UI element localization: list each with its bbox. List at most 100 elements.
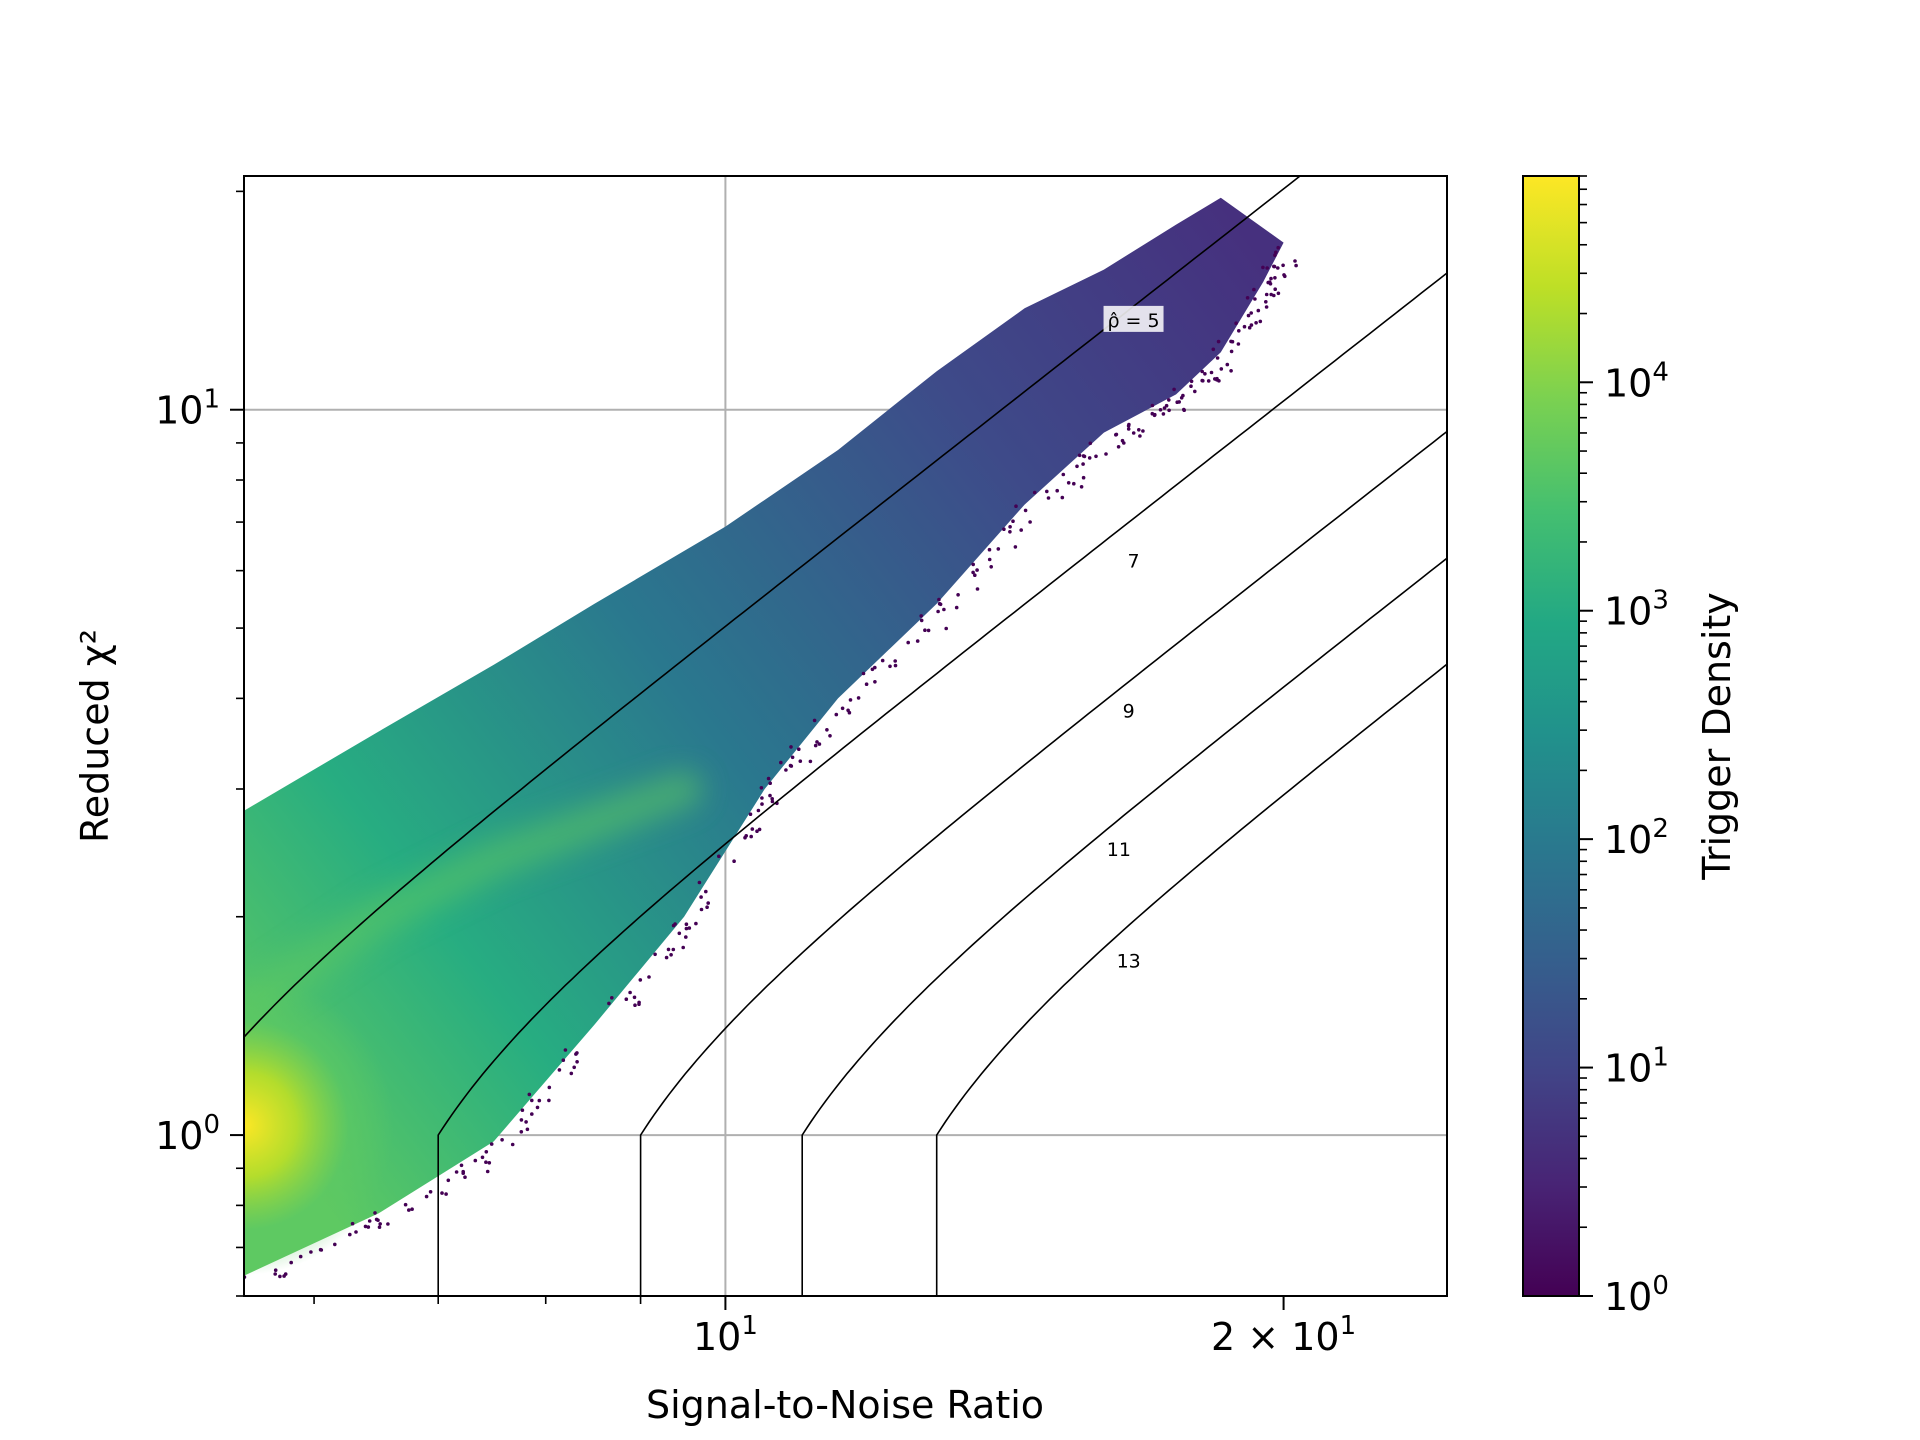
outlier-trigger-point	[530, 1112, 534, 1116]
outlier-trigger-point	[273, 1272, 278, 1276]
outlier-trigger-point	[888, 664, 892, 669]
outlier-trigger-point	[366, 1225, 371, 1229]
outlier-trigger-point	[1116, 445, 1121, 449]
outlier-trigger-point	[520, 1108, 525, 1112]
outlier-trigger-point	[309, 1250, 313, 1254]
trigger-density-hexbin	[244, 197, 1298, 1296]
outlier-trigger-point	[1274, 250, 1278, 255]
outlier-trigger-point	[1254, 321, 1258, 325]
outlier-trigger-point	[760, 796, 764, 800]
outlier-trigger-point	[697, 880, 702, 885]
colorbar-tick-label: 100	[1604, 1271, 1669, 1319]
outlier-trigger-point	[1265, 266, 1269, 270]
outlier-trigger-point	[1182, 407, 1186, 412]
y-tick-label: 100	[155, 1110, 220, 1158]
outlier-trigger-point	[463, 1175, 467, 1179]
outlier-trigger-point	[459, 1163, 464, 1168]
outlier-trigger-point	[354, 1230, 358, 1234]
outlier-trigger-point	[569, 1071, 574, 1076]
outlier-trigger-point	[484, 1160, 488, 1164]
outlier-trigger-point	[373, 1211, 377, 1215]
outlier-trigger-point	[1258, 319, 1263, 324]
y-axis-label: Reduced χ²	[73, 629, 117, 843]
outlier-trigger-point	[1189, 384, 1193, 389]
outlier-trigger-point	[1229, 369, 1233, 373]
outlier-trigger-point	[624, 997, 629, 1001]
contour-label-5: ρ̂ = 5	[1107, 310, 1159, 332]
outlier-trigger-point	[633, 1003, 637, 1007]
outlier-trigger-point	[756, 808, 761, 813]
outlier-trigger-point	[694, 921, 698, 926]
outlier-trigger-point	[673, 922, 677, 926]
outlier-trigger-point	[1272, 264, 1277, 269]
outlier-trigger-point	[768, 793, 772, 798]
outlier-trigger-point	[825, 728, 829, 732]
outlier-trigger-point	[873, 680, 877, 684]
outlier-trigger-point	[1189, 379, 1194, 384]
outlier-trigger-point	[915, 639, 920, 643]
outlier-trigger-point	[647, 975, 651, 979]
outlier-trigger-point	[749, 834, 753, 839]
outlier-trigger-point	[812, 718, 817, 723]
outlier-trigger-point	[755, 829, 759, 833]
outlier-trigger-point	[348, 1232, 352, 1237]
outlier-trigger-point	[699, 907, 704, 912]
outlier-trigger-point	[1245, 296, 1250, 300]
outlier-trigger-point	[1081, 462, 1085, 466]
outlier-trigger-point	[987, 547, 992, 552]
outlier-trigger-point	[1217, 379, 1221, 383]
outlier-trigger-point	[298, 1254, 303, 1259]
outlier-trigger-point	[677, 931, 682, 936]
outlier-trigger-point	[919, 618, 924, 623]
outlier-trigger-point	[1177, 400, 1181, 404]
outlier-trigger-point	[444, 1192, 448, 1196]
outlier-trigger-point	[1264, 305, 1269, 309]
colorbar-tick-label: 102	[1604, 814, 1669, 862]
density-ridge	[244, 771, 703, 1026]
outlier-trigger-point	[797, 747, 801, 751]
outlier-trigger-point	[1094, 454, 1098, 459]
outlier-trigger-point	[937, 597, 941, 602]
outlier-trigger-point	[1273, 276, 1277, 280]
outlier-trigger-point	[956, 593, 960, 597]
outlier-trigger-point	[378, 1222, 383, 1226]
outlier-trigger-point	[684, 935, 688, 939]
outlier-trigger-point	[1201, 379, 1205, 383]
outlier-trigger-point	[1206, 379, 1211, 383]
outlier-trigger-point	[428, 1190, 433, 1194]
outlier-trigger-point	[684, 926, 689, 931]
outlier-trigger-point	[1256, 308, 1261, 313]
outlier-trigger-point	[840, 706, 845, 711]
outlier-trigger-point	[699, 895, 703, 899]
outlier-trigger-point	[1141, 429, 1145, 433]
outlier-trigger-point	[610, 996, 614, 1000]
outlier-trigger-point	[1019, 528, 1023, 532]
outlier-trigger-point	[333, 1242, 337, 1247]
outlier-trigger-point	[1013, 545, 1018, 549]
outlier-trigger-point	[1261, 265, 1265, 270]
outlier-trigger-point	[808, 759, 813, 764]
outlier-trigger-point	[1066, 481, 1071, 485]
outlier-trigger-point	[671, 947, 676, 952]
outlier-trigger-point	[1282, 273, 1286, 277]
outlier-trigger-point	[410, 1207, 414, 1211]
contour-line-7	[437, 272, 1447, 1296]
outlier-trigger-point	[1088, 441, 1093, 446]
outlier-trigger-point	[923, 628, 927, 632]
outlier-trigger-point	[628, 990, 632, 995]
outlier-trigger-point	[1137, 428, 1141, 432]
outlier-trigger-point	[1237, 329, 1241, 333]
outlier-trigger-point	[289, 1260, 294, 1265]
outlier-trigger-point	[1249, 323, 1254, 327]
outlier-trigger-point	[766, 776, 771, 781]
outlier-trigger-point	[1269, 276, 1273, 281]
outlier-trigger-point	[1249, 311, 1253, 315]
outlier-trigger-point	[770, 799, 775, 804]
outlier-trigger-point	[732, 859, 736, 863]
outlier-trigger-point	[861, 671, 866, 676]
outlier-trigger-point	[350, 1221, 355, 1226]
outlier-trigger-point	[1008, 525, 1012, 529]
outlier-trigger-point	[1181, 393, 1185, 398]
outlier-trigger-point	[489, 1142, 494, 1146]
outlier-trigger-point	[1161, 412, 1166, 416]
